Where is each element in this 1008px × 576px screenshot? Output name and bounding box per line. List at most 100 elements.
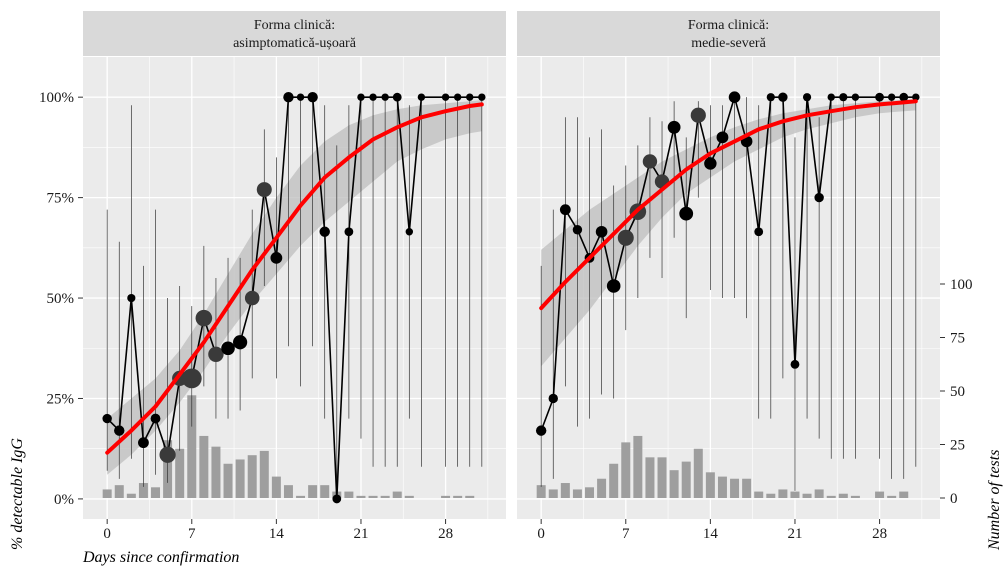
tests-bar	[175, 448, 185, 498]
y-axis-title-right: Number of tests	[986, 450, 1003, 551]
observed-point	[270, 251, 283, 264]
observed-point	[195, 309, 213, 327]
strip-right-line1: Forma clinică:	[688, 18, 769, 33]
tests-bar	[766, 493, 776, 498]
observed-point	[814, 192, 824, 203]
observed-point	[754, 227, 764, 237]
tests-bar	[717, 476, 727, 498]
tests-bar	[441, 495, 451, 498]
x-tick-label: 7	[188, 526, 196, 542]
observed-point	[790, 359, 800, 369]
observed-point	[181, 368, 202, 389]
y-tick-label-right: 0	[950, 491, 958, 507]
strip-left-bg	[83, 11, 506, 56]
tests-bar	[657, 457, 667, 498]
x-tick-label: 0	[537, 526, 545, 542]
x-tick-label: 28	[438, 526, 453, 542]
tests-bar	[199, 435, 209, 498]
tests-bar	[645, 457, 655, 498]
tests-bar	[669, 470, 679, 498]
tests-bar	[126, 493, 136, 498]
observed-point	[319, 226, 330, 237]
observed-point	[642, 154, 658, 169]
observed-point	[381, 93, 389, 101]
strip-right-line2: medie-severă	[691, 36, 766, 51]
tests-bar	[705, 472, 715, 498]
tests-bar	[754, 491, 764, 498]
observed-point	[548, 393, 558, 404]
observed-point	[332, 494, 342, 504]
tests-bar	[356, 495, 366, 498]
tests-bar	[693, 448, 703, 498]
observed-point	[667, 120, 681, 134]
tests-bar	[681, 461, 691, 498]
observed-point	[244, 290, 260, 306]
tests-bar	[778, 489, 788, 498]
tests-bar	[742, 478, 752, 498]
tests-bar	[344, 491, 354, 498]
tests-bar	[875, 491, 885, 498]
observed-point	[716, 131, 729, 144]
strip-left-line1: Forma clinică:	[254, 18, 335, 33]
observed-point	[875, 92, 884, 102]
tests-bar	[536, 485, 546, 498]
fit-curve	[539, 99, 918, 311]
observed-point	[392, 92, 402, 102]
observed-point	[704, 157, 717, 170]
y-tick-label-right: 100	[950, 277, 973, 293]
tests-bar	[380, 495, 390, 498]
observed-point	[233, 335, 248, 350]
x-tick-label: 21	[787, 526, 802, 542]
tests-bar	[114, 485, 124, 498]
tests-bar	[368, 495, 378, 498]
tests-bar	[585, 487, 595, 498]
tests-bar	[633, 435, 643, 498]
observed-point	[150, 413, 161, 424]
tests-bar	[453, 495, 463, 498]
y-tick-label-left: 0%	[54, 492, 74, 508]
tests-bar	[609, 463, 619, 498]
y-tick-label-left: 25%	[47, 391, 75, 407]
tests-bar	[404, 495, 414, 498]
observed-point	[802, 93, 812, 102]
tests-bar	[296, 495, 306, 498]
tests-bar	[621, 442, 631, 498]
tests-bar	[597, 478, 607, 498]
x-tick-label: 14	[269, 526, 285, 542]
observed-point	[307, 91, 318, 103]
observed-point	[453, 93, 462, 101]
observed-point	[559, 204, 571, 216]
tests-bar	[259, 450, 269, 498]
tests-bar	[814, 489, 824, 498]
y-axis-title-left: % detectable IgG	[9, 438, 26, 550]
tests-bar	[887, 495, 897, 498]
observed-point	[221, 341, 235, 356]
strip-right-bg	[517, 11, 940, 56]
observed-point	[283, 91, 294, 103]
x-axis-title: Days since confirmation	[82, 549, 239, 566]
tests-bar	[838, 493, 848, 498]
observed-point	[679, 206, 694, 221]
tests-bar	[790, 491, 800, 498]
tests-bar	[187, 395, 197, 498]
observed-point	[595, 225, 608, 238]
observed-point	[572, 225, 583, 235]
tests-bar	[802, 493, 812, 498]
observed-point	[839, 93, 848, 102]
fit-curve	[105, 102, 484, 455]
observed-point	[899, 92, 909, 102]
observed-point	[728, 91, 741, 103]
observed-point	[344, 227, 354, 237]
y-tick-label-left: 75%	[47, 191, 75, 207]
observed-point	[102, 413, 112, 424]
observed-point	[114, 425, 125, 436]
tests-bar	[899, 491, 909, 498]
observed-point	[617, 229, 634, 246]
y-tick-label-right: 75	[950, 331, 965, 347]
observed-point	[417, 93, 426, 101]
observed-point	[778, 92, 788, 102]
tests-bar	[548, 489, 558, 498]
observed-point	[912, 93, 920, 101]
observed-point	[535, 425, 547, 436]
